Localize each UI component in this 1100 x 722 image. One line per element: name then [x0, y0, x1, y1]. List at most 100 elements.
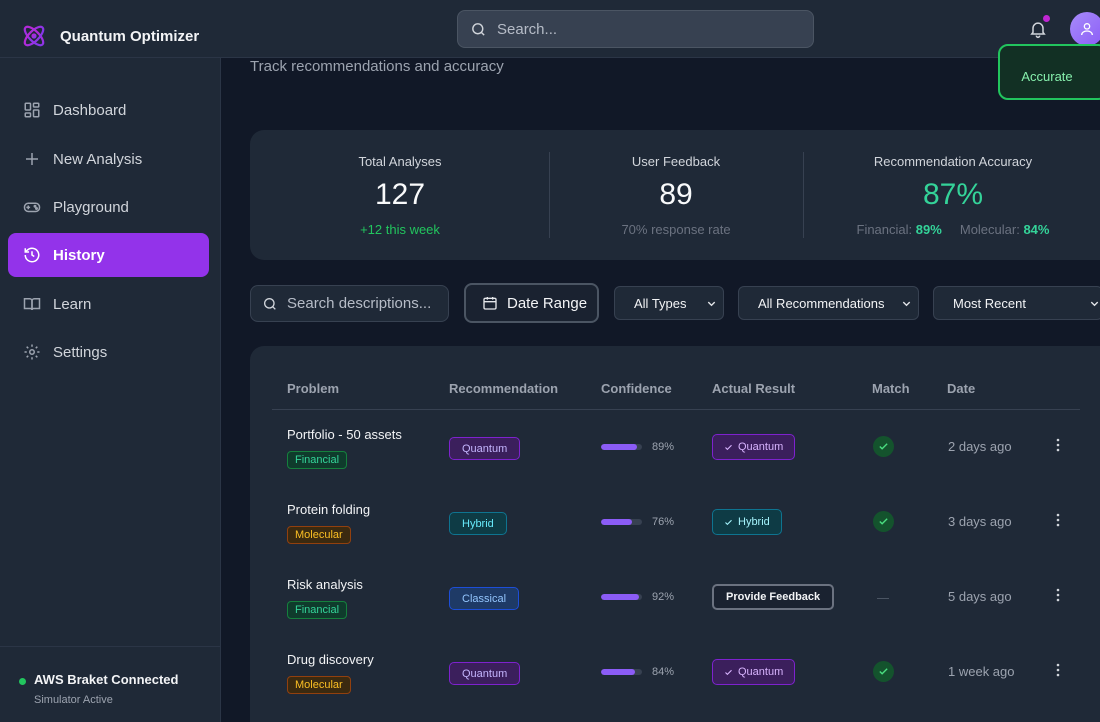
provide-feedback-label: Provide Feedback — [726, 591, 821, 603]
sort-select[interactable]: Most Recent — [933, 286, 1100, 320]
column-header-match[interactable]: Match — [872, 381, 910, 396]
stat-value: 87% — [922, 178, 984, 211]
sidebar-item-settings[interactable]: Settings — [8, 330, 209, 374]
table-row[interactable]: Portfolio - 50 assets Financial Quantum … — [250, 410, 1100, 485]
stat-divider — [549, 152, 550, 238]
description-search-input[interactable] — [287, 295, 437, 312]
row-date: 3 days ago — [948, 514, 1012, 529]
stat-label: Total Analyses — [358, 154, 442, 169]
sidebar-item-history[interactable]: History — [8, 233, 209, 277]
check-icon — [725, 519, 732, 525]
search-icon — [264, 297, 276, 310]
confidence-value: 92% — [652, 591, 675, 603]
more-vertical-icon[interactable] — [1056, 513, 1060, 527]
actual-result-label: Hybrid — [738, 516, 770, 528]
confidence-fill — [601, 444, 638, 450]
check-icon — [725, 669, 732, 675]
date-range-button[interactable]: Date Range — [464, 283, 599, 323]
table-row[interactable]: Protein folding Molecular Hybrid 76% Hyb… — [250, 485, 1100, 560]
bell-icon[interactable] — [1028, 18, 1048, 40]
accuracy-breakdown: Financial: 89% Molecular: 84% — [803, 222, 1100, 237]
stat-value: 127 — [374, 178, 426, 211]
confidence-value: 89% — [652, 441, 675, 453]
sidebar-item-label: Settings — [53, 343, 108, 361]
history-table: Problem Recommendation Confidence Actual… — [250, 346, 1100, 722]
status-dot — [19, 678, 26, 685]
category-badge: Financial — [287, 601, 348, 619]
column-header-confidence[interactable]: Confidence — [601, 381, 672, 396]
avatar[interactable] — [1070, 12, 1100, 46]
sidebar-item-dashboard[interactable]: Dashboard — [8, 88, 209, 132]
sidebar-item-label: History — [53, 246, 105, 264]
sidebar-item-label: Learn — [53, 295, 92, 313]
sidebar-item-playground[interactable]: Playground — [8, 185, 209, 229]
table-row[interactable]: Drug discovery Molecular Quantum 84% Qua… — [250, 635, 1100, 710]
stats-panel: Total Analyses 127 +12 this week User Fe… — [250, 130, 1100, 260]
search-icon — [472, 22, 485, 36]
sidebar-item-label: New Analysis — [53, 150, 143, 168]
match-check-icon — [873, 511, 894, 532]
column-header-actual-result[interactable]: Actual Result — [712, 381, 796, 396]
actual-result-badge: Hybrid — [712, 509, 782, 535]
sidebar-item-learn[interactable]: Learn — [8, 282, 209, 326]
more-vertical-icon[interactable] — [1056, 438, 1060, 452]
user-icon — [1081, 23, 1093, 36]
match-check-icon — [873, 661, 894, 682]
sidebar-item-label: Playground — [53, 198, 129, 216]
stat-user-feedback: User Feedback 89 70% response rate — [549, 130, 803, 260]
problem-title: Protein folding — [287, 502, 371, 517]
description-search[interactable] — [250, 285, 449, 322]
sidebar-item-new-analysis[interactable]: New Analysis — [8, 137, 209, 181]
confidence-fill — [601, 594, 639, 600]
recommendation-select[interactable]: All Recommendations — [738, 286, 919, 320]
stat-sub: +12 this week — [360, 222, 440, 237]
confidence-value: 76% — [652, 516, 675, 528]
actual-result-badge: Quantum — [712, 659, 796, 685]
brand[interactable]: Quantum Optimizer — [20, 22, 199, 50]
app-name: Quantum Optimizer — [60, 27, 200, 45]
column-header-recommendation[interactable]: Recommendation — [449, 381, 559, 396]
stat-value: 89 — [659, 178, 693, 211]
row-date: 1 week ago — [948, 664, 1015, 679]
row-date: 2 days ago — [948, 439, 1012, 454]
accurate-card[interactable]: Accurate — [998, 44, 1100, 100]
problem-title: Drug discovery — [287, 652, 374, 667]
search-input[interactable] — [497, 20, 787, 38]
table-row[interactable]: Risk analysis Financial Classical 92% Pr… — [250, 560, 1100, 635]
grid-icon — [24, 102, 40, 118]
chevron-down-icon — [707, 301, 716, 307]
gamepad-icon — [23, 202, 41, 213]
recommendation-badge: Classical — [449, 587, 520, 610]
global-search[interactable] — [457, 10, 814, 48]
stat-total-analyses: Total Analyses 127 +12 this week — [250, 130, 550, 260]
confidence-value: 84% — [652, 666, 675, 678]
provide-feedback-button[interactable]: Provide Feedback — [712, 584, 835, 610]
confidence-fill — [601, 519, 633, 525]
row-date: 5 days ago — [948, 589, 1012, 604]
page-subtitle: Track recommendations and accuracy — [250, 58, 504, 75]
header-divider — [272, 409, 1080, 410]
stat-label: Recommendation Accuracy — [873, 154, 1033, 169]
category-badge: Financial — [287, 451, 348, 469]
confidence-bar — [601, 669, 642, 675]
more-vertical-icon[interactable] — [1056, 588, 1060, 602]
stat-label: User Feedback — [631, 154, 721, 169]
financial-label: Financial: — [856, 222, 913, 237]
actual-result-badge: Quantum — [712, 434, 796, 460]
recommendation-badge: Hybrid — [449, 512, 507, 535]
check-icon — [725, 444, 732, 450]
type-select-value: All Types — [634, 295, 687, 311]
problem-title: Risk analysis — [287, 577, 363, 592]
chevron-down-icon — [1090, 301, 1099, 307]
chevron-down-icon — [902, 301, 911, 307]
plus-icon — [26, 153, 38, 165]
molecular-label: Molecular: — [959, 222, 1020, 237]
column-header-problem[interactable]: Problem — [287, 381, 340, 396]
type-select[interactable]: All Types — [614, 286, 724, 320]
sort-select-value: Most Recent — [953, 295, 1026, 311]
recommendation-select-value: All Recommendations — [758, 295, 885, 311]
actual-result-label: Quantum — [738, 441, 784, 453]
more-vertical-icon[interactable] — [1056, 663, 1060, 677]
connection-status: AWS Braket Connected Simulator Active — [0, 646, 220, 722]
column-header-date[interactable]: Date — [947, 381, 976, 396]
